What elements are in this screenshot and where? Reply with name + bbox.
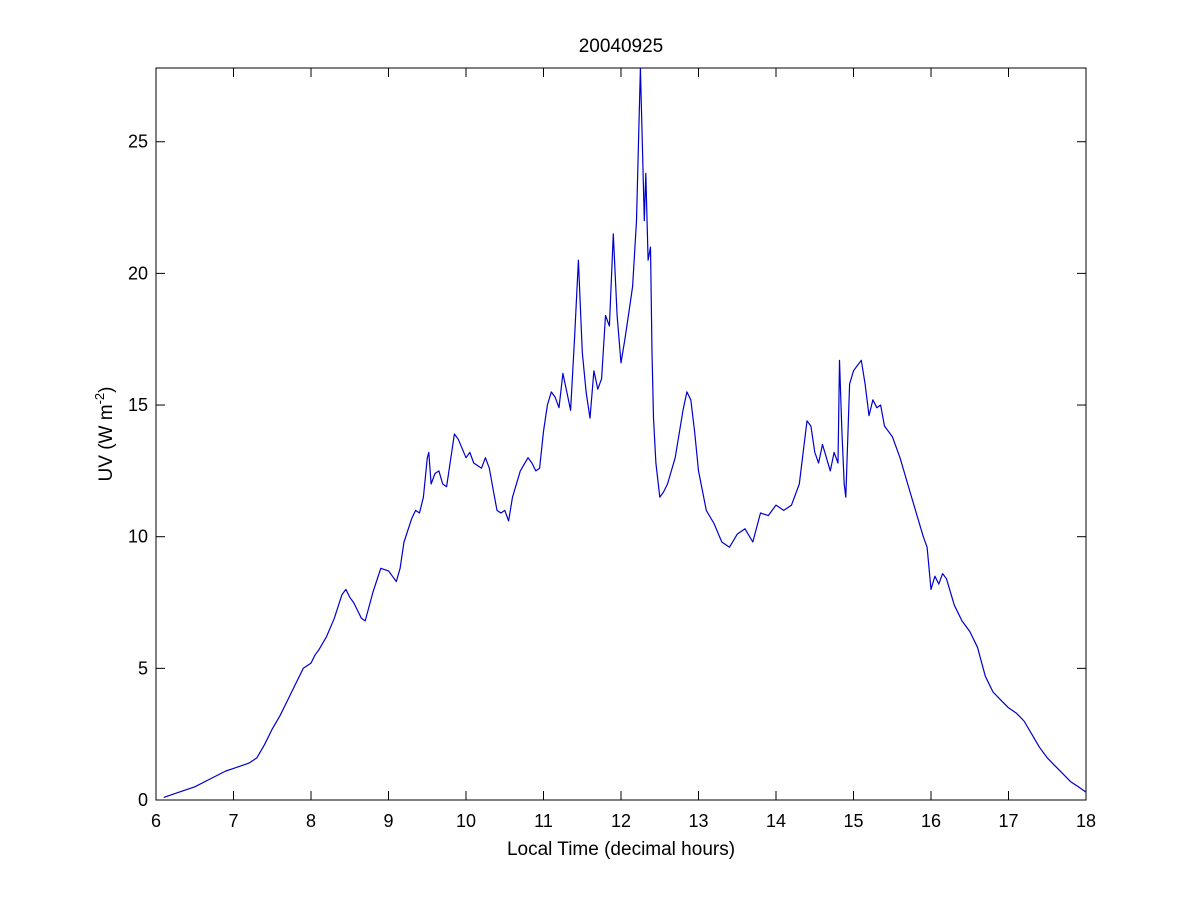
y-tick-label-1: 5 <box>138 658 148 678</box>
series-line-uv <box>163 67 1087 798</box>
y-tick-label-3: 15 <box>128 395 148 415</box>
y-tick-label-2: 10 <box>128 527 148 547</box>
x-tick-label-9: 15 <box>843 811 863 831</box>
chart-title: 20040925 <box>579 36 664 57</box>
axis-ticks <box>155 68 1087 801</box>
plot-area <box>155 67 1087 801</box>
y-tick-labels: 0 5 10 15 20 25 <box>128 132 148 810</box>
y-axis-label-superscript: -2 <box>92 393 107 405</box>
x-tick-label-4: 10 <box>456 811 476 831</box>
y-axis-label-main: UV (W m <box>96 404 117 481</box>
x-tick-label-6: 12 <box>611 811 631 831</box>
x-tick-label-10: 16 <box>921 811 941 831</box>
y-axis-label-close: ) <box>96 387 117 393</box>
x-tick-labels: 6 7 8 9 10 11 12 13 14 15 16 17 18 <box>151 811 1096 831</box>
x-tick-label-3: 9 <box>383 811 393 831</box>
y-axis-label: UV (W m-2) <box>92 387 117 482</box>
x-tick-label-1: 7 <box>228 811 238 831</box>
y-tick-label-4: 20 <box>128 263 148 283</box>
x-tick-label-0: 6 <box>151 811 161 831</box>
x-axis-label: Local Time (decimal hours) <box>507 839 735 860</box>
y-tick-label-0: 0 <box>138 790 148 810</box>
x-tick-label-5: 11 <box>534 811 553 831</box>
x-tick-label-11: 17 <box>998 811 1018 831</box>
x-tick-label-12: 18 <box>1076 811 1096 831</box>
y-tick-label-5: 25 <box>128 132 148 152</box>
x-tick-label-8: 14 <box>766 811 786 831</box>
x-tick-label-2: 8 <box>306 811 316 831</box>
x-tick-label-7: 13 <box>688 811 708 831</box>
